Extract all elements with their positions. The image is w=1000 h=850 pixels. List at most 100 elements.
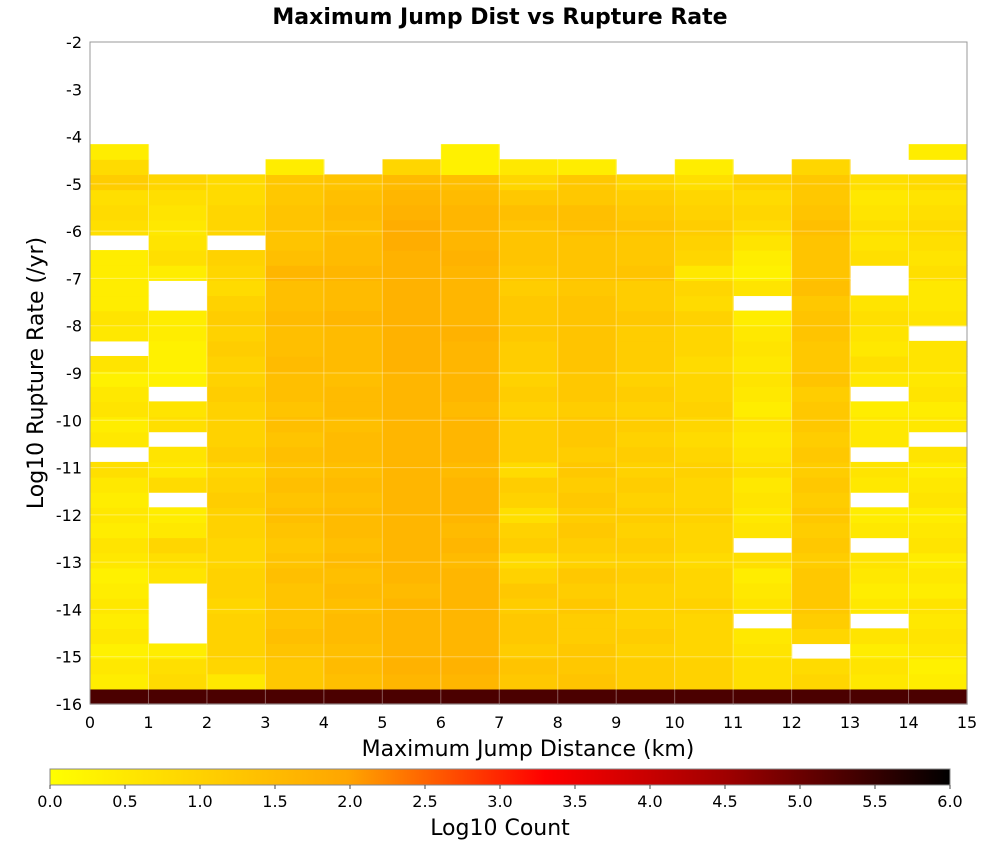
heatmap-cell [850, 461, 910, 478]
heatmap-cell [850, 234, 910, 251]
heatmap-cell [674, 189, 734, 206]
heatmap-cell [674, 431, 734, 448]
heatmap-cell [616, 477, 676, 493]
heatmap-cell [148, 265, 208, 281]
x-tick-label: 2 [202, 713, 212, 732]
heatmap-cell [90, 598, 150, 614]
heatmap-cell [265, 250, 325, 266]
x-tick-label: 8 [553, 713, 563, 732]
heatmap-cell [323, 628, 383, 645]
heatmap-cell [265, 355, 325, 372]
heatmap-cell [148, 567, 208, 584]
heatmap-cell [90, 310, 150, 327]
heatmap-cell [440, 310, 500, 327]
heatmap-cell [499, 295, 559, 312]
heatmap-cell [908, 461, 968, 478]
heatmap-cell [148, 658, 208, 675]
heatmap-cell [499, 189, 559, 206]
heatmap-cell [265, 643, 325, 660]
heatmap-cell [265, 431, 325, 448]
heatmap-cell [440, 416, 500, 433]
heatmap-cell [791, 552, 851, 569]
heatmap-cell [791, 250, 851, 266]
heatmap-cell [440, 658, 500, 675]
heatmap-cell [265, 477, 325, 493]
heatmap-cell [265, 567, 325, 584]
heatmap-cell [557, 492, 617, 508]
x-tick-label: 13 [840, 713, 860, 732]
heatmap-cell [908, 371, 968, 387]
heatmap-cell [382, 461, 442, 478]
heatmap-cell [908, 174, 968, 191]
heatmap-cell [791, 355, 851, 372]
heatmap-cell [440, 386, 500, 402]
colorbar [49, 768, 951, 786]
heatmap-cell [850, 416, 910, 433]
heatmap-cell [265, 461, 325, 478]
heatmap-cell [382, 537, 442, 554]
heatmap-cell [499, 477, 559, 493]
heatmap-cell [440, 643, 500, 660]
heatmap-cell [616, 658, 676, 675]
heatmap-cell [850, 477, 910, 493]
heatmap-cell [733, 643, 793, 660]
heatmap-cell [616, 613, 676, 629]
heatmap-cell [148, 673, 208, 690]
heatmap-cell [90, 250, 150, 266]
heatmap-cell [148, 507, 208, 524]
heatmap-cell [908, 522, 968, 539]
heatmap-cell [265, 492, 325, 508]
heatmap-cell [616, 688, 676, 705]
heatmap-cell [791, 189, 851, 206]
heatmap-cell [323, 431, 383, 448]
heatmap-cell [616, 552, 676, 569]
heatmap-cell [791, 416, 851, 433]
heatmap-cell [557, 250, 617, 266]
heatmap-cell [90, 477, 150, 493]
heatmap-cell [265, 628, 325, 645]
heatmap-cell [674, 325, 734, 342]
heatmap-cell [791, 507, 851, 524]
heatmap-cell [499, 431, 559, 448]
heatmap-cell [499, 219, 559, 236]
heatmap-cell [850, 598, 910, 614]
heatmap-cell [323, 582, 383, 599]
heatmap-cell [557, 204, 617, 221]
heatmap-cell [674, 477, 734, 493]
heatmap-cell [440, 234, 500, 251]
heatmap-cell [440, 265, 500, 281]
heatmap-cell [850, 628, 910, 645]
heatmap-cell [382, 613, 442, 629]
heatmap-cell [733, 416, 793, 433]
heatmap-cell [499, 552, 559, 569]
x-tick-label: 15 [957, 713, 977, 732]
heatmap-cell [323, 340, 383, 357]
heatmap-cell [265, 371, 325, 387]
heatmap-cell [382, 431, 442, 448]
heatmap-cell [557, 507, 617, 524]
heatmap-cell [382, 492, 442, 508]
y-tick-label: -15 [56, 648, 82, 667]
heatmap-cell [499, 159, 559, 175]
heatmap-cell [791, 234, 851, 251]
x-tick-label: 4 [319, 713, 329, 732]
heatmap-cell [323, 688, 383, 705]
heatmap-cell [440, 688, 500, 705]
heatmap-cell [265, 416, 325, 433]
heatmap-cell [148, 643, 208, 660]
heatmap-cell [850, 688, 910, 705]
heatmap-cell [791, 386, 851, 402]
heatmap-cell [908, 386, 968, 402]
heatmap-cell [674, 613, 734, 629]
heatmap-cell [440, 355, 500, 372]
heatmap-cell [90, 401, 150, 418]
heatmap-cell [90, 658, 150, 675]
heatmap-cell [908, 401, 968, 418]
heatmap-cell [499, 355, 559, 372]
heatmap-cell [557, 643, 617, 660]
heatmap-cell [908, 628, 968, 645]
heatmap-cell [733, 492, 793, 508]
heatmap-cell [323, 522, 383, 539]
heatmap-cell [382, 174, 442, 191]
